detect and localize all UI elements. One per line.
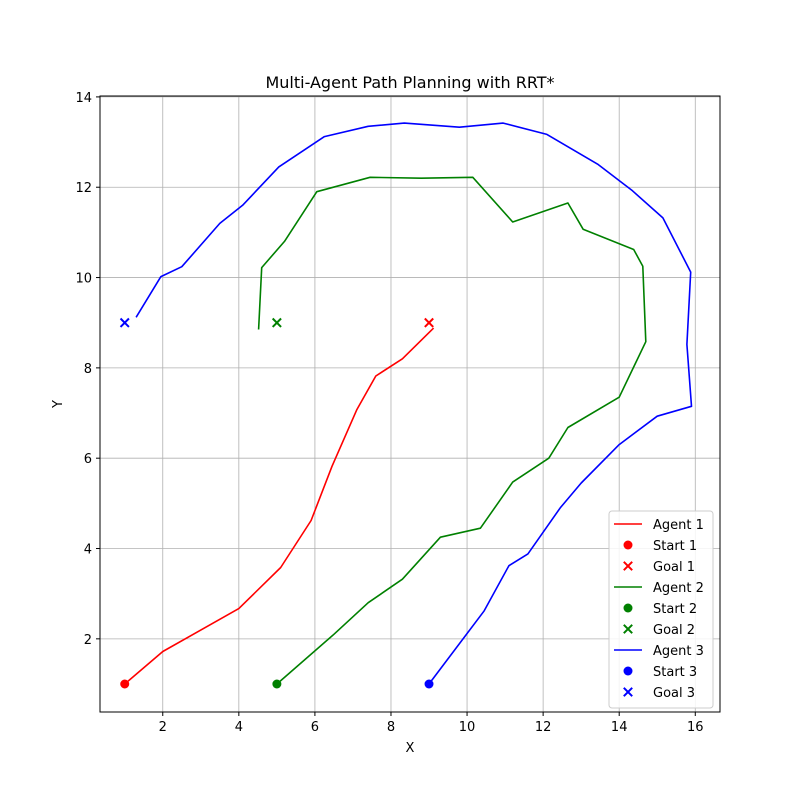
legend-swatch-start-2: [623, 603, 633, 613]
y-tick-label: 6: [84, 452, 92, 467]
x-tick-label: 2: [159, 720, 167, 735]
x-tick-label: 14: [611, 720, 628, 735]
y-axis-label: Y: [51, 400, 66, 409]
legend-label-goal-1: Goal 1: [653, 560, 695, 575]
legend-swatch-start-3: [623, 666, 633, 676]
chart-title: Multi-Agent Path Planning with RRT*: [265, 73, 554, 92]
x-tick-label: 4: [235, 720, 243, 735]
goal-1-marker-glyph: [424, 317, 434, 328]
legend-label-agent-1: Agent 1: [653, 518, 704, 533]
start-2-marker: [272, 679, 282, 689]
legend-swatch-start-1: [623, 540, 633, 550]
series-agent-1-line: [124, 327, 435, 685]
x-axis-label: X: [406, 741, 415, 756]
legend-label-agent-2: Agent 2: [653, 581, 704, 596]
legend-swatch-goal-2: [623, 624, 633, 634]
y-tick-label: 14: [75, 91, 92, 106]
x-tick-label: 8: [387, 720, 395, 735]
plot-frame: [99, 95, 721, 713]
y-tick-label: 8: [84, 362, 92, 377]
legend-label-goal-3: Goal 3: [653, 686, 695, 701]
x-tick-label: 16: [687, 720, 704, 735]
legend-label-start-2: Start 2: [653, 602, 697, 617]
legend-swatch-goal-1: [623, 561, 633, 571]
goal-2-marker-glyph: [271, 317, 282, 328]
legend-label-start-3: Start 3: [653, 665, 697, 680]
start-3-marker: [424, 679, 434, 689]
start-1-marker: [120, 679, 130, 689]
series-agent-3-line: [135, 122, 693, 685]
y-tick-label: 12: [75, 181, 92, 196]
series-layer: [124, 122, 693, 685]
legend-label-agent-3: Agent 3: [653, 644, 704, 659]
x-tick-label: 10: [459, 720, 476, 735]
legend-swatch-goal-3: [623, 687, 633, 697]
legend-swatch-goal-3-glyph: [623, 687, 633, 697]
legend-label-goal-2: Goal 2: [653, 623, 695, 638]
y-tick-label: 10: [75, 272, 92, 287]
legend-label-start-1: Start 1: [653, 539, 697, 554]
marker-layer: [119, 317, 434, 689]
x-tick-label: 6: [311, 720, 319, 735]
legend-box: [608, 510, 714, 709]
y-tick-label: 4: [84, 543, 92, 558]
series-agent-2-line: [257, 176, 647, 685]
tick-layer: 2 4 6 8 10 12 14 16 2 4 6 8 10 12 14: [75, 91, 703, 735]
goal-1-marker: [424, 317, 434, 328]
legend: Agent 1 Start 1 Goal 1 Agent 2 Start 2 Goal 2…: [608, 510, 714, 709]
legend-swatch-goal-2-glyph: [623, 624, 633, 634]
goal-3-marker-glyph: [119, 317, 130, 328]
legend-swatch-goal-1-glyph: [623, 561, 633, 571]
x-tick-label: 12: [535, 720, 552, 735]
goal-3-marker: [119, 317, 130, 328]
goal-2-marker: [271, 317, 282, 328]
y-tick-label: 2: [84, 633, 92, 648]
